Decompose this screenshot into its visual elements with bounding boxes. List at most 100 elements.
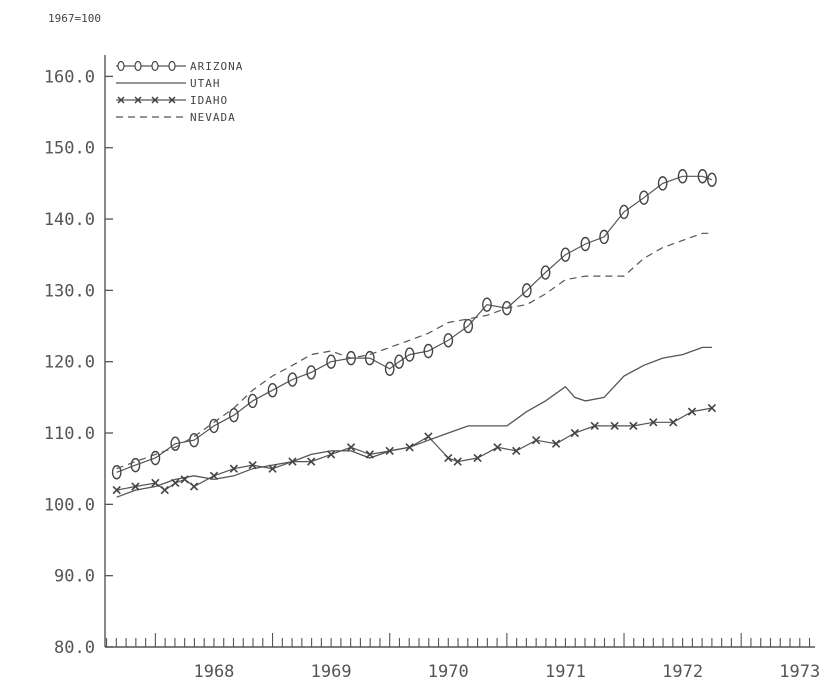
x-tick-label: 1972 (662, 662, 703, 682)
data-point-arizona (150, 450, 161, 466)
legend-marker (134, 96, 142, 104)
data-point-arizona (384, 361, 395, 377)
series-utah (116, 346, 712, 498)
x-tick-label: 1970 (428, 662, 469, 682)
marker-stroke (551, 439, 561, 448)
y-tick-label: 150.0 (44, 139, 95, 159)
marker-stroke (112, 485, 121, 495)
data-point-arizona (423, 343, 434, 359)
data-point-arizona (463, 318, 474, 334)
data-point-arizona (247, 393, 258, 409)
data-point-arizona (189, 432, 199, 448)
data-point-arizona (560, 247, 571, 262)
marker-stroke (326, 450, 336, 459)
x-tick-label: 1971 (545, 662, 586, 682)
data-point-arizona (639, 190, 649, 205)
y-tick-label: 130.0 (44, 281, 95, 301)
data-point-arizona (521, 283, 532, 298)
marker-stroke (424, 432, 433, 441)
data-point-idaho (405, 443, 414, 452)
y-tick-label: 100.0 (44, 495, 95, 515)
data-point-idaho (268, 464, 277, 473)
y-tick-label: 160.0 (44, 67, 95, 87)
data-point-idaho (365, 450, 374, 459)
data-point-arizona (111, 465, 122, 480)
series-line-nevada (116, 232, 712, 470)
marker-stroke (189, 482, 199, 491)
data-point-idaho (649, 418, 658, 427)
series-line-idaho (116, 407, 713, 491)
data-point-idaho (512, 446, 521, 456)
legend-label-arizona: ARIZONA (190, 60, 243, 73)
marker-stroke (610, 421, 619, 431)
marker-stroke (649, 418, 658, 427)
legend-label-idaho: IDAHO (190, 94, 228, 107)
marker-stroke (590, 421, 599, 431)
data-point-arizona (657, 176, 668, 191)
data-point-arizona (326, 354, 337, 369)
series-arizona (111, 169, 717, 480)
series-layer (111, 169, 717, 498)
data-point-idaho (112, 485, 121, 495)
data-point-idaho (610, 421, 619, 431)
data-point-idaho (551, 439, 561, 448)
data-point-idaho (707, 403, 717, 413)
legend-marker (151, 60, 159, 72)
series-line-utah (116, 346, 712, 498)
legend: ARIZONA UTAH IDAHO NEVADA (116, 60, 243, 124)
legend-marker (134, 60, 142, 72)
data-point-idaho (346, 443, 356, 452)
data-point-idaho (473, 453, 482, 463)
data-point-idaho (570, 428, 579, 438)
legend-marker (117, 60, 125, 72)
data-point-arizona (443, 333, 454, 348)
series-nevada (116, 232, 712, 470)
data-point-idaho (209, 471, 219, 480)
data-point-idaho (453, 457, 462, 466)
marker-stroke (473, 453, 482, 463)
marker-stroke (180, 475, 189, 484)
data-point-idaho (180, 475, 189, 484)
data-point-arizona (619, 204, 629, 220)
data-point-idaho (131, 482, 140, 491)
marker-stroke (707, 403, 717, 413)
marker-stroke (288, 457, 297, 466)
legend-item-nevada: NEVADA (116, 111, 235, 124)
y-tick-label: 90.0 (54, 567, 95, 587)
data-point-arizona (267, 383, 278, 398)
legend-marker (151, 96, 159, 104)
marker-stroke (453, 457, 462, 466)
marker-stroke (307, 457, 316, 466)
data-point-arizona (404, 347, 415, 362)
data-point-arizona (599, 229, 610, 245)
data-point-idaho (424, 432, 433, 441)
base-year-note: 1967=100 (48, 12, 101, 25)
legend-item-arizona: ARIZONA (116, 60, 243, 73)
data-point-idaho (629, 421, 638, 431)
marker-stroke (365, 450, 374, 459)
x-tick-label: 1968 (193, 662, 234, 682)
data-point-arizona (706, 172, 717, 188)
marker-stroke (531, 435, 541, 445)
data-point-idaho (189, 482, 199, 491)
marker-stroke (171, 478, 180, 488)
marker-stroke (629, 421, 638, 431)
data-point-arizona (580, 236, 591, 252)
marker-stroke (229, 464, 239, 473)
data-point-arizona (130, 457, 141, 473)
marker-stroke (160, 485, 169, 495)
marker-stroke (151, 478, 160, 488)
legend-marker (117, 96, 125, 104)
legend-label-utah: UTAH (190, 77, 221, 90)
marker-stroke (405, 443, 414, 452)
legend-item-utah: UTAH (116, 77, 221, 90)
series-idaho (112, 403, 717, 495)
data-point-arizona (364, 350, 375, 366)
y-tick-label: 140.0 (44, 210, 95, 230)
marker-stroke (669, 418, 678, 427)
y-tick-label: 80.0 (54, 638, 95, 658)
data-point-arizona (346, 350, 356, 366)
data-point-arizona (697, 169, 708, 184)
